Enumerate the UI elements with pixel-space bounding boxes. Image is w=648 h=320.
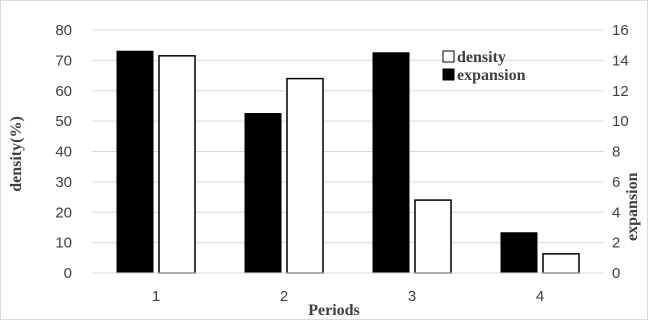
legend-label-expansion: expansion [457,67,526,84]
x-tick-label: 3 [408,288,416,305]
right-y-tick-label: 4 [612,204,620,221]
density-bar [542,253,580,274]
legend-label-density: density [457,49,506,66]
legend-swatch-expansion [442,68,455,81]
expansion-bar [372,52,410,274]
x-tick-label: 4 [536,288,544,305]
expansion-bar [244,113,282,274]
right-y-tick-label: 6 [612,174,620,191]
right-y-tick-label: 14 [612,52,629,69]
left-y-tick-label: 60 [55,83,72,100]
left-y-tick-label: 70 [55,52,72,69]
x-tick-label: 1 [152,288,160,305]
left-y-tick-label: 30 [55,174,72,191]
right-y-tick-label: 0 [612,265,620,282]
right-y-tick-label: 2 [612,235,620,252]
left-y-axis-title: density(%) [8,116,25,192]
right-y-tick-label: 12 [612,83,629,100]
expansion-bar [116,50,154,274]
right-y-tick-label: 16 [612,22,629,39]
left-y-tick-label: 80 [55,22,72,39]
left-y-tick-label: 40 [55,144,72,161]
density-bar [414,199,452,274]
right-y-tick-label: 10 [612,113,629,130]
density-bar [158,55,196,274]
right-y-axis-title: expansion [624,172,641,241]
density-bar [286,77,324,274]
x-tick-label: 2 [280,288,288,305]
bars [116,50,580,274]
left-y-tick-label: 50 [55,113,72,130]
left-y-tick-label: 0 [64,265,72,282]
legend-swatch-density [442,50,455,63]
right-y-tick-label: 8 [612,144,620,161]
left-y-tick-label: 20 [55,204,72,221]
x-axis-title: Periods [308,302,360,319]
expansion-bar [500,232,538,274]
left-y-tick-label: 10 [55,235,72,252]
